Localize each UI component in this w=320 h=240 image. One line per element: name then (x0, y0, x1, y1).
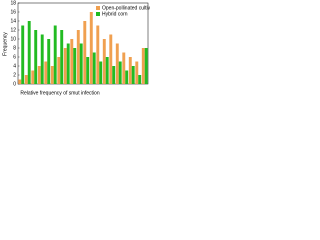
bar (118, 61, 122, 84)
bar (44, 61, 48, 84)
plot-frame (17, 2, 149, 85)
x-axis-label: Relative frequency of smut infection (20, 90, 99, 96)
y-tick-label: 8 (13, 45, 16, 51)
legend-label: Open-pollinated cultivars (102, 5, 150, 11)
bar (27, 21, 31, 84)
bar (115, 43, 119, 84)
bar (21, 25, 25, 84)
bar (105, 57, 109, 84)
y-tick-label: 12 (10, 27, 16, 33)
bar (37, 66, 41, 84)
bar (50, 66, 54, 84)
bar (66, 43, 70, 84)
y-tick-label: 18 (10, 0, 16, 6)
bar (47, 39, 51, 84)
bar (128, 57, 132, 84)
bar (122, 52, 126, 84)
bar (141, 48, 145, 84)
y-tick-label: 10 (10, 36, 16, 42)
legend-swatch (96, 12, 100, 16)
bar (40, 34, 44, 84)
bar (63, 48, 67, 84)
bar (57, 57, 61, 84)
bar (70, 39, 74, 84)
bar (109, 34, 113, 84)
bar (24, 75, 28, 84)
y-tick-label: 2 (13, 72, 16, 78)
y-tick-label: 4 (13, 63, 16, 69)
bar (79, 43, 83, 84)
bar (31, 70, 35, 84)
legend-swatch (96, 6, 100, 10)
y-axis-label: Frequency (2, 32, 8, 56)
bar (112, 66, 116, 84)
bar (76, 30, 80, 84)
bar (99, 61, 103, 84)
bar (73, 48, 77, 84)
y-tick-label: 6 (13, 54, 16, 60)
bar (138, 75, 142, 84)
bar (83, 21, 87, 84)
chart: Frequency Relative frequency of smut inf… (2, 0, 150, 96)
y-tick-label: 14 (10, 18, 16, 24)
bar (131, 66, 135, 84)
bar (89, 12, 93, 84)
bar (92, 52, 96, 84)
bar (53, 25, 57, 84)
y-tick-label: 16 (10, 9, 16, 15)
bar (86, 57, 90, 84)
bar (60, 30, 64, 84)
bar (102, 39, 106, 84)
bar (144, 48, 148, 84)
bar (96, 25, 100, 84)
bar (125, 70, 129, 84)
y-tick-label: 0 (13, 81, 16, 87)
bar (34, 30, 38, 84)
legend-label: Hybrid corn (102, 11, 128, 17)
bar (135, 61, 139, 84)
bar (18, 79, 22, 84)
